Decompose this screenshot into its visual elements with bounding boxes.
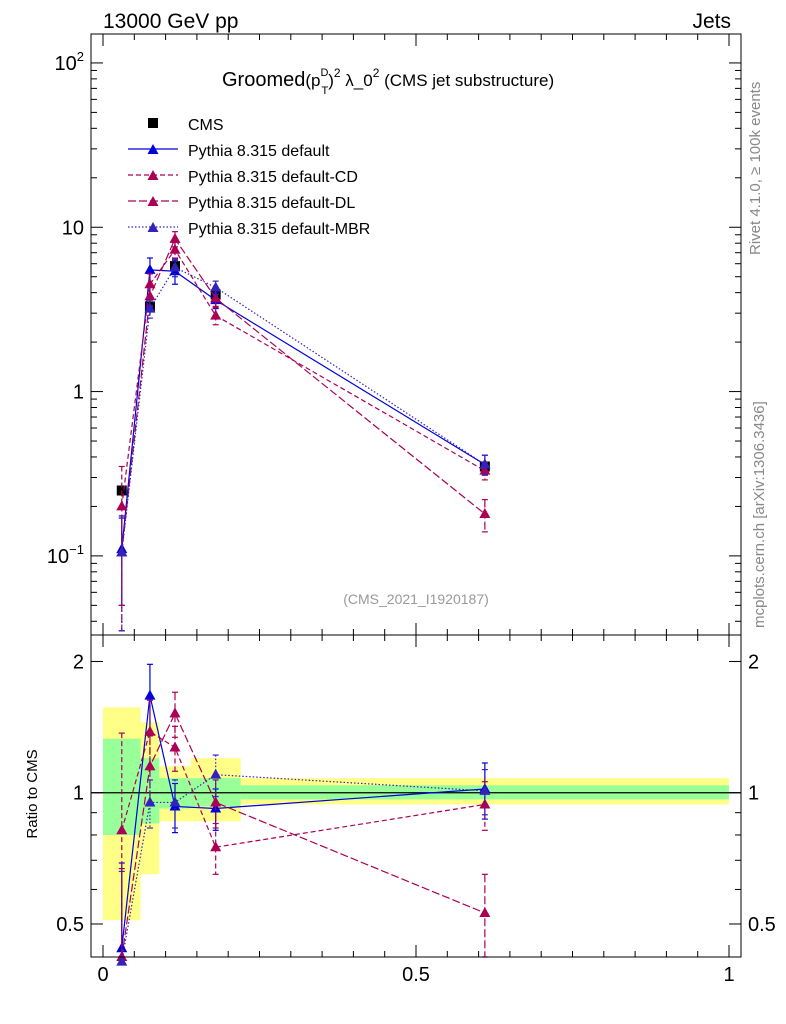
series-line-1 bbox=[121, 269, 486, 550]
ratio-point bbox=[479, 784, 491, 795]
series-line-4 bbox=[121, 266, 486, 553]
data-point bbox=[479, 458, 491, 469]
ratio-y-tick-label: 1 bbox=[73, 783, 84, 805]
ratio-series-2 bbox=[116, 691, 491, 961]
legend-entry-0: CMS bbox=[148, 117, 224, 134]
band-inner-0 bbox=[103, 738, 141, 835]
data-point bbox=[479, 507, 491, 518]
ratio-point bbox=[144, 796, 156, 807]
data-point bbox=[144, 290, 156, 301]
plot-title: Groomed(pD T)2 λ_02 (CMS jet substructure… bbox=[222, 66, 554, 97]
data-point bbox=[144, 278, 156, 289]
ratio-y-tick-label-right: 0.5 bbox=[748, 914, 776, 936]
rivet-label: Rivet 4.1.0, ≥ 100k events bbox=[747, 82, 764, 255]
ratio-line-2 bbox=[121, 712, 486, 958]
series-3 bbox=[116, 231, 491, 632]
process-label: Jets bbox=[692, 10, 731, 33]
legend: CMS Pythia 8.315 default Pythia 8.315 defa… bbox=[128, 117, 370, 238]
ratio-point bbox=[169, 741, 181, 752]
x-tick-label: 0.5 bbox=[402, 964, 430, 986]
series-0 bbox=[116, 260, 490, 497]
ratio-y-tick-label-right: 2 bbox=[748, 651, 759, 673]
ratio-point bbox=[169, 707, 181, 718]
ratio-frame bbox=[90, 634, 742, 958]
ratio-ylabel: Ratio to CMS bbox=[24, 749, 41, 838]
ratio-series-3 bbox=[116, 754, 491, 966]
data-point bbox=[210, 309, 222, 320]
ratio-line-0 bbox=[121, 695, 485, 949]
legend-entry-3: Pythia 8.315 default-DL bbox=[128, 195, 355, 212]
ratio-point bbox=[144, 760, 156, 771]
data-point bbox=[116, 546, 128, 557]
data-point bbox=[169, 261, 181, 272]
legend-marker bbox=[147, 196, 159, 206]
series-4 bbox=[116, 258, 491, 632]
data-point bbox=[210, 292, 222, 303]
y-tick-label: 102 bbox=[55, 49, 84, 75]
ratio-point bbox=[116, 955, 128, 966]
main-panel bbox=[116, 231, 491, 632]
ratio-point bbox=[479, 798, 491, 809]
legend-entry-4: Pythia 8.315 default-MBR bbox=[128, 221, 370, 238]
y-tick-label: 10−1 bbox=[47, 542, 84, 568]
x-tick-label: 0 bbox=[97, 964, 108, 986]
ratio-y-tick-label-right: 1 bbox=[748, 783, 759, 805]
data-point bbox=[169, 243, 181, 254]
x-tick-label: 1 bbox=[723, 964, 734, 986]
analysis-id: (CMS_2021_I1920187) bbox=[343, 591, 489, 607]
series-1 bbox=[116, 257, 491, 606]
ratio-point bbox=[210, 841, 222, 852]
legend-marker bbox=[147, 170, 159, 180]
data-point bbox=[144, 302, 156, 313]
data-point bbox=[116, 500, 128, 511]
legend-label: CMS bbox=[188, 117, 224, 134]
ratio-point bbox=[479, 906, 491, 917]
ratio-panel bbox=[116, 663, 491, 966]
legend-label: Pythia 8.315 default-MBR bbox=[188, 221, 370, 238]
series-2 bbox=[116, 241, 491, 606]
y-tick-label: 10 bbox=[62, 217, 84, 239]
data-point bbox=[210, 281, 222, 292]
y-tick-label: 1 bbox=[73, 382, 84, 404]
ratio-point bbox=[116, 824, 128, 835]
ratio-bands bbox=[91, 707, 741, 921]
data-point bbox=[144, 263, 156, 274]
mcplots-label: mcplots.cern.ch [arXiv:1306.3436] bbox=[751, 401, 768, 628]
legend-entry-2: Pythia 8.315 default-CD bbox=[128, 169, 358, 186]
ratio-y-tick-label: 2 bbox=[73, 651, 84, 673]
ratio-y-tick-label: 0.5 bbox=[56, 914, 84, 936]
series-line-3 bbox=[121, 237, 486, 553]
legend-marker bbox=[148, 118, 158, 128]
ratio-point bbox=[210, 796, 222, 807]
legend-marker bbox=[147, 222, 159, 232]
legend-label: Pythia 8.315 default bbox=[188, 143, 330, 160]
legend-label: Pythia 8.315 default-CD bbox=[188, 169, 358, 186]
series-line-2 bbox=[121, 248, 486, 507]
axes: 10−1 1 10 102 0 0.5 1 0.5 0.5 1 1 2 2 bbox=[47, 34, 776, 986]
energy-label: 13000 GeV pp bbox=[103, 10, 238, 33]
ratio-point bbox=[210, 768, 222, 779]
ratio-point bbox=[144, 689, 156, 700]
legend-marker bbox=[147, 144, 159, 154]
data-point bbox=[169, 232, 181, 243]
legend-entry-1: Pythia 8.315 default bbox=[128, 143, 330, 160]
ratio-point bbox=[144, 725, 156, 736]
ratio-point bbox=[169, 796, 181, 807]
legend-label: Pythia 8.315 default-DL bbox=[188, 195, 355, 212]
